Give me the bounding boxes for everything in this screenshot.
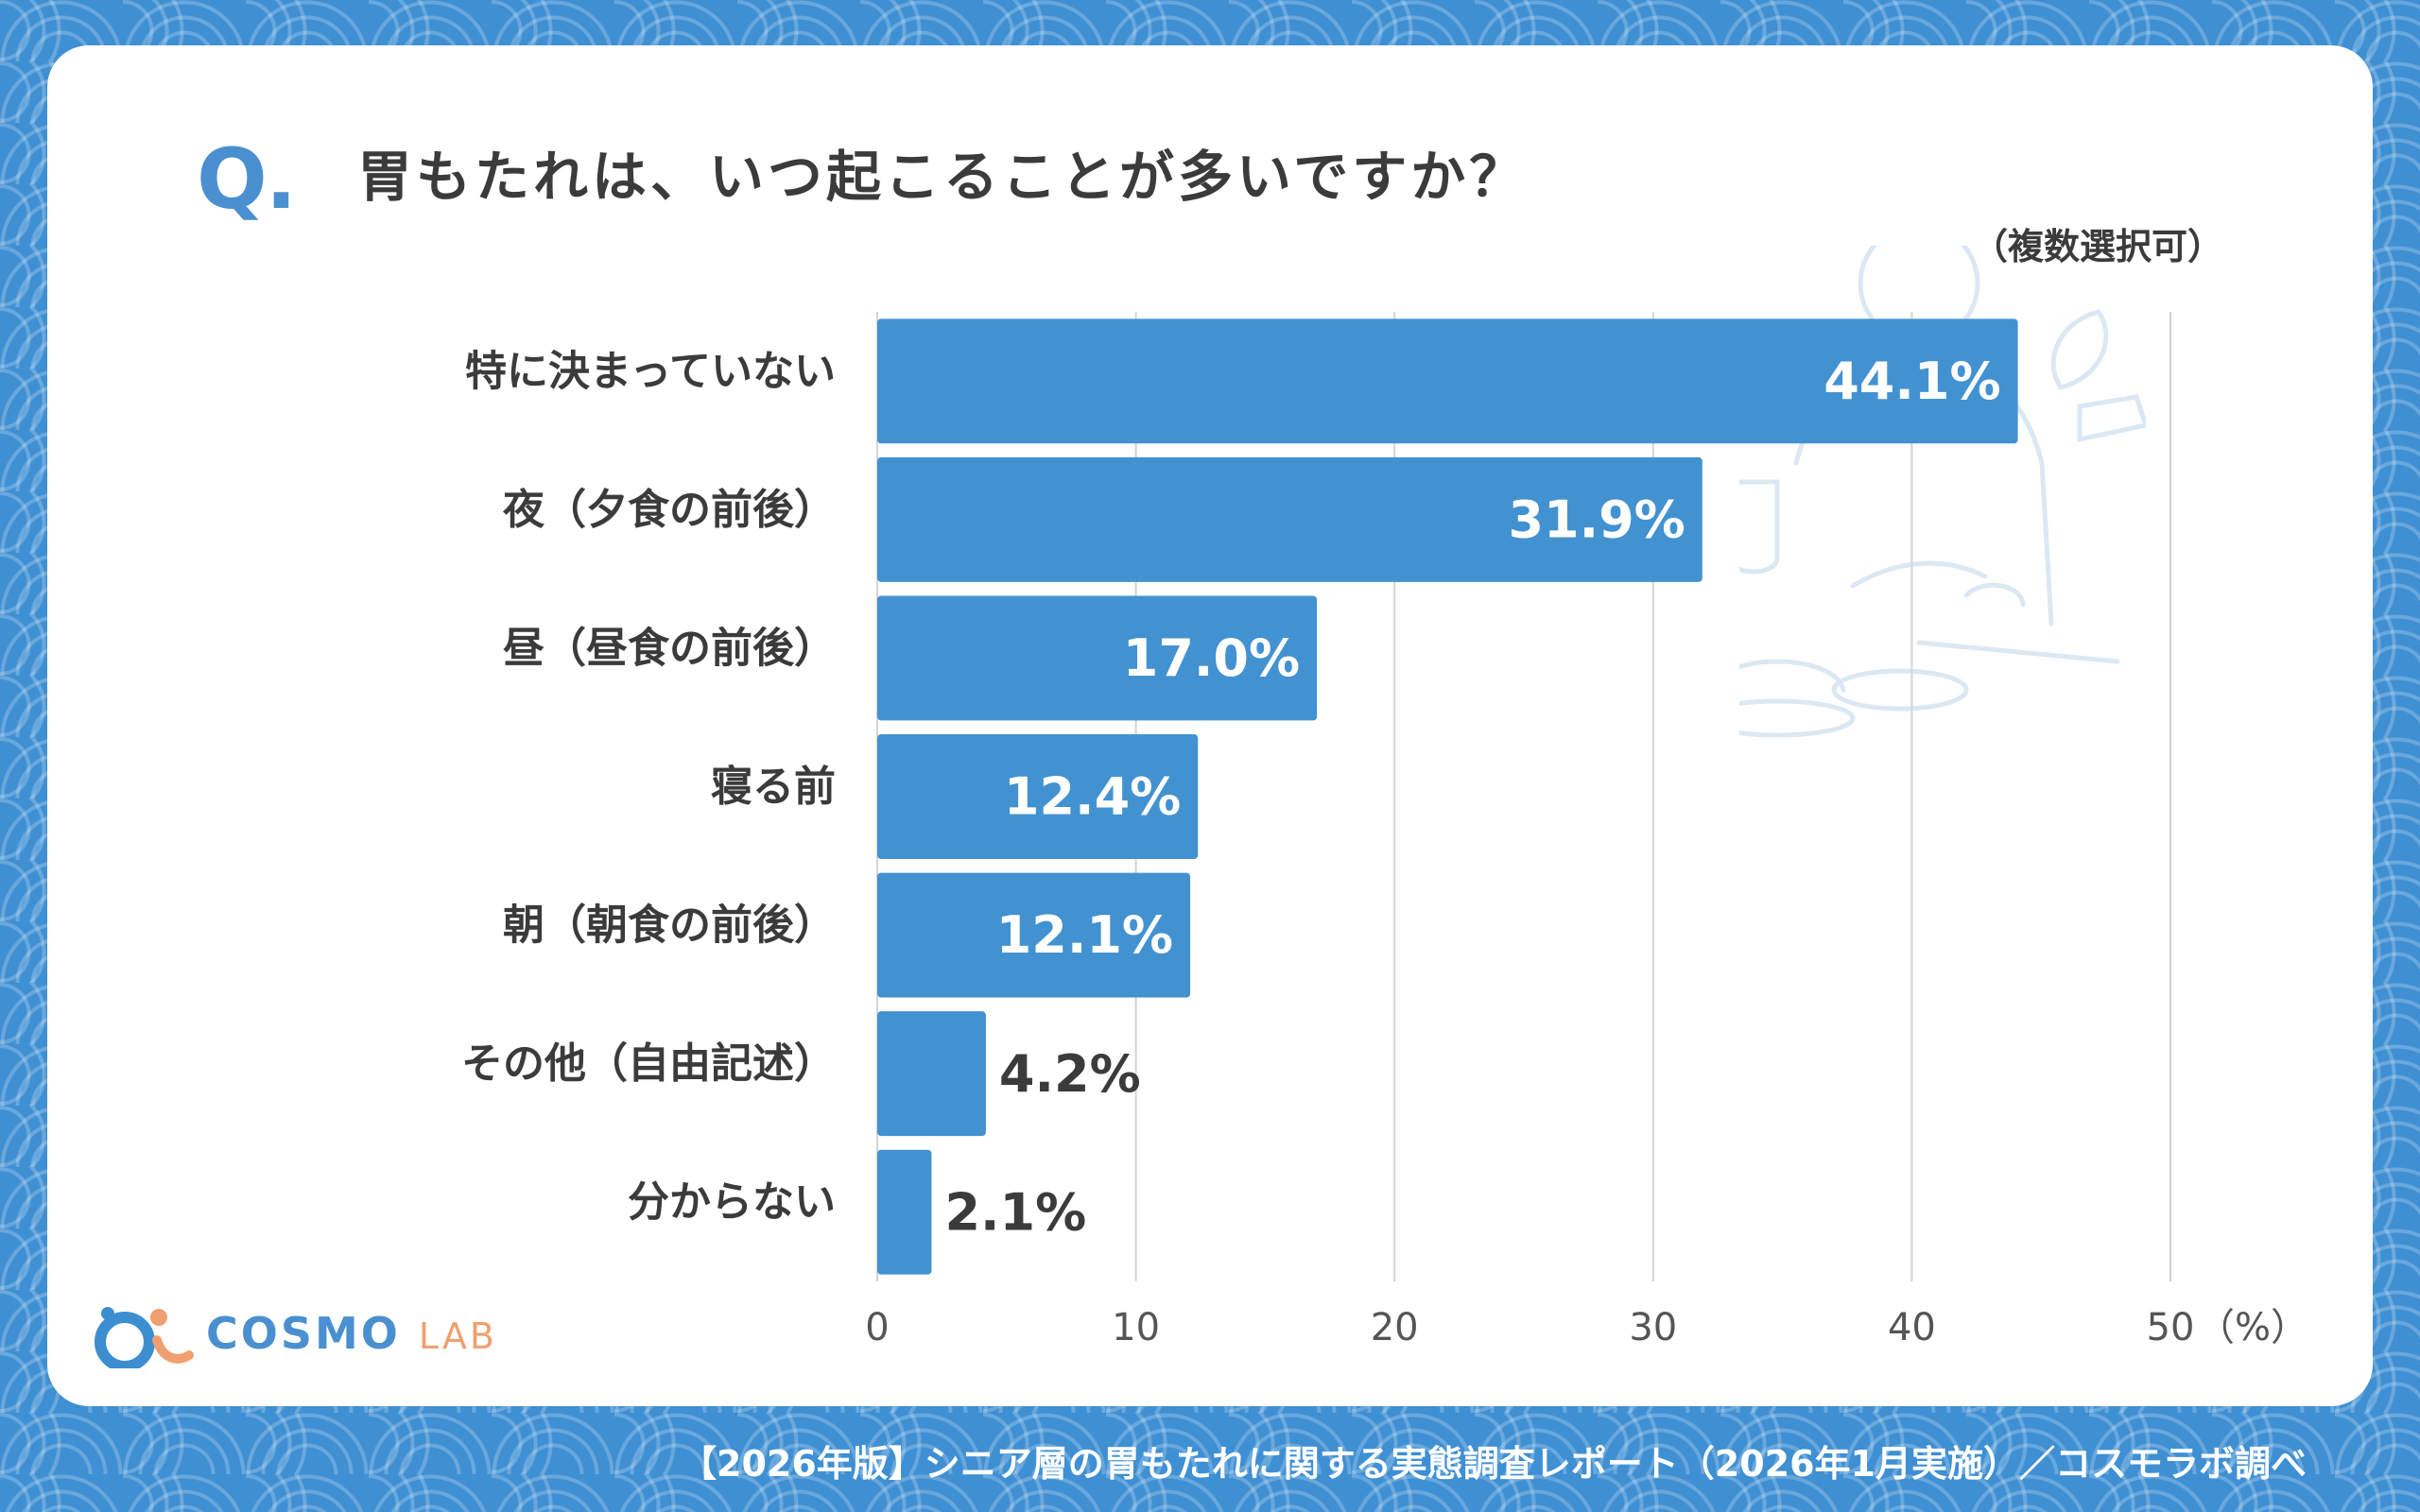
value-label: 12.4%	[1004, 767, 1181, 827]
x-tick-label: 30	[1629, 1306, 1677, 1349]
value-label: 17.0%	[1123, 628, 1300, 688]
x-tick-label: 50	[2147, 1306, 2195, 1349]
multiple-choice-note: （複数選択可）	[1971, 226, 2223, 267]
x-tick-label: 0	[865, 1306, 889, 1349]
category-label: 寝る前	[711, 763, 836, 811]
bar	[877, 1011, 986, 1137]
bar	[877, 595, 1318, 721]
category-label: 昼（昼食の前後）	[503, 624, 836, 672]
bar	[877, 734, 1199, 859]
category-label: 朝（朝食の前後）	[503, 902, 836, 950]
question-title: 胃もたれは、いつ起こることが多いですか？	[357, 145, 1529, 209]
logo-mark-icon	[95, 1307, 194, 1372]
category-label: 特に決まっていない	[465, 347, 836, 395]
x-tick-label: 20	[1371, 1306, 1419, 1349]
value-label: 12.1%	[996, 905, 1173, 965]
value-label: 4.2%	[999, 1044, 1141, 1104]
cosmo-lab-logo: COSMO LAB	[91, 1302, 494, 1372]
category-label: その他（自由記述）	[461, 1040, 836, 1088]
bar	[877, 1149, 932, 1275]
logo-sub-text: LAB	[418, 1315, 497, 1357]
x-unit-label: （%）	[2197, 1306, 2308, 1349]
logo-main-text: COSMO	[206, 1308, 401, 1359]
bar	[877, 318, 2018, 444]
category-label: 夜（夕食の前後）	[502, 486, 836, 534]
category-label: 分からない	[628, 1178, 836, 1227]
value-label: 44.1%	[1824, 352, 2000, 411]
bar	[877, 456, 1703, 582]
value-label: 2.1%	[944, 1182, 1086, 1242]
x-tick-label: 10	[1112, 1306, 1160, 1349]
source-footer: 【2026年版】シニア層の胃もたれに関する実態調査レポート（2026年1月実施）…	[681, 1443, 2307, 1485]
question-mark: Q.	[197, 130, 297, 228]
bar	[877, 872, 1191, 998]
x-tick-label: 40	[1888, 1306, 1936, 1349]
chart-card	[47, 45, 2373, 1406]
value-label: 31.9%	[1508, 490, 1685, 549]
